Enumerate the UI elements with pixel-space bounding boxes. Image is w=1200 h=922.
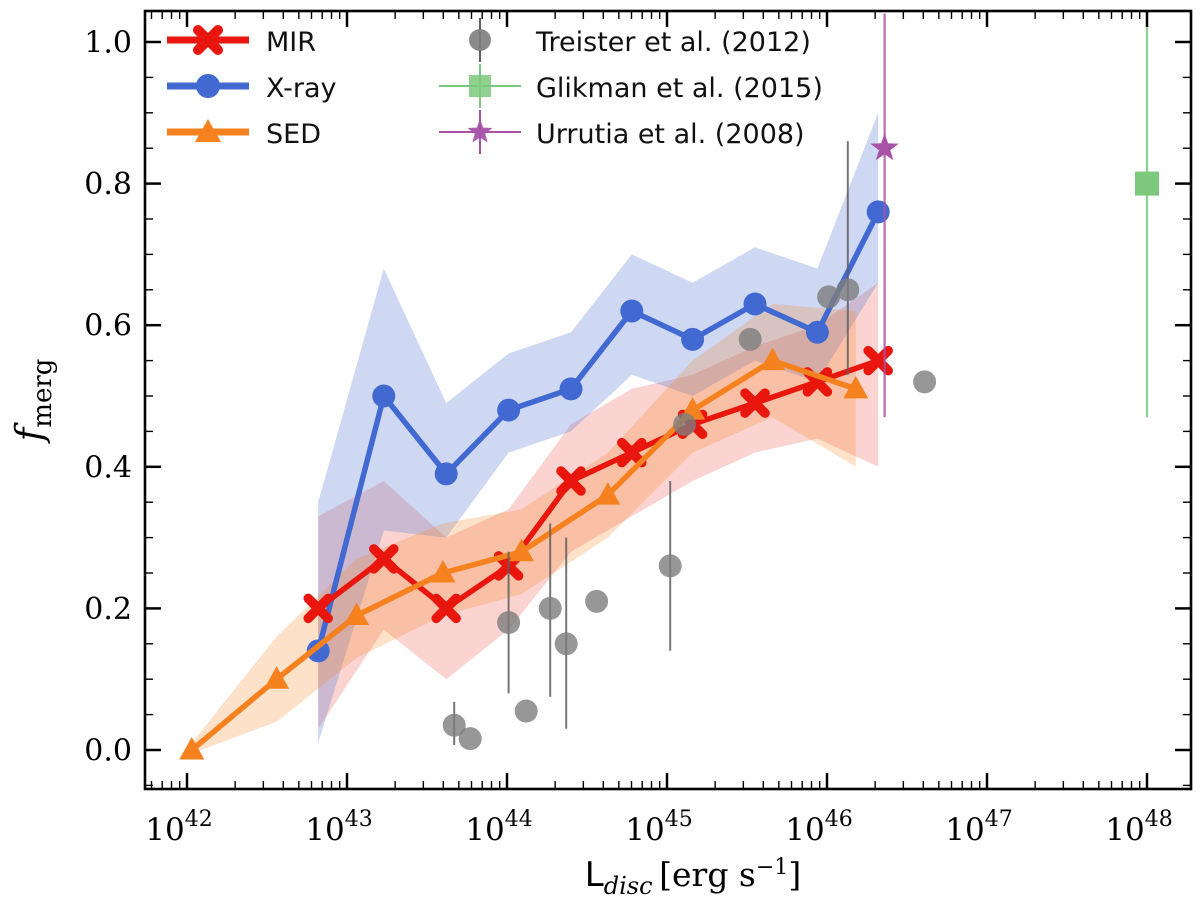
mir-legend-marker xyxy=(163,17,253,67)
xray-legend-label: X-ray xyxy=(266,72,337,104)
treister-point xyxy=(554,632,578,656)
treister-point xyxy=(497,611,521,635)
legend-marker-glyph xyxy=(439,64,521,108)
urrutia-legend-marker xyxy=(437,109,523,159)
data-point-triangle xyxy=(595,482,621,505)
data-point-x xyxy=(740,388,770,418)
data-point-triangle xyxy=(264,666,290,689)
data-point-triangle xyxy=(760,347,786,371)
urrutia-point-group xyxy=(870,13,899,418)
xray-legend-marker xyxy=(163,63,253,113)
x-tick-labels: 1042 1043 1044 1045 1046 1047 1048 xyxy=(145,807,1172,848)
treister-point xyxy=(585,589,609,613)
data-point-x xyxy=(556,466,586,496)
x-tick-label: 1048 xyxy=(1105,807,1172,848)
legend-item-mir: MIR xyxy=(163,19,337,65)
data-point-circle xyxy=(620,299,644,323)
urrutia-legend-label: Urrutia et al. (2008) xyxy=(536,118,805,150)
y-tick-label: 0.8 xyxy=(84,167,132,202)
treister-point xyxy=(673,412,697,436)
x-tick-label: 1043 xyxy=(305,807,372,848)
data-point-triangle xyxy=(430,560,456,583)
legend-column-2: Treister et al. (2012) Glikman et al. (2… xyxy=(437,17,823,159)
treister-legend-marker xyxy=(437,17,523,67)
data-point-x xyxy=(617,437,647,468)
y-tick-label: 0.6 xyxy=(84,309,132,344)
legend-marker-glyph xyxy=(167,25,249,55)
data-point-circle xyxy=(306,639,330,663)
treister-legend-label: Treister et al. (2012) xyxy=(536,26,811,58)
y-tick-label: 0.2 xyxy=(84,592,132,627)
x-tick-label: 1047 xyxy=(945,807,1012,848)
x-tick-label: 1046 xyxy=(785,807,852,848)
legend-marker-glyph xyxy=(439,110,521,154)
x-tick-label: 1044 xyxy=(465,807,532,848)
treister-point xyxy=(514,699,538,723)
sed-series xyxy=(179,347,869,760)
axis-ticks xyxy=(145,11,1191,789)
x-tick-label: 1045 xyxy=(625,807,692,848)
y-tick-label: 0.4 xyxy=(84,450,132,485)
legend-item-treister: Treister et al. (2012) xyxy=(437,17,823,67)
data-point-circle xyxy=(805,320,829,344)
y-tick-label: 1.0 xyxy=(84,26,132,61)
data-point-triangle xyxy=(843,375,869,399)
data-point-x xyxy=(303,593,333,624)
legend-item-xray: X-ray xyxy=(163,65,337,111)
glikman-legend-label: Glikman et al. (2015) xyxy=(536,72,823,104)
legend-item-sed: SED xyxy=(163,111,337,157)
legend-marker-glyph xyxy=(167,74,249,98)
data-point-circle xyxy=(681,327,705,351)
treister-points xyxy=(442,141,937,751)
data-point-circle xyxy=(434,462,458,486)
treister-point xyxy=(836,278,860,302)
data-point-circle xyxy=(372,384,396,408)
legend-marker-glyph xyxy=(469,18,491,62)
treister-point xyxy=(738,327,762,351)
treister-point xyxy=(913,370,937,394)
treister-point xyxy=(658,554,682,578)
x-ray-line xyxy=(315,209,881,654)
data-point-triangle xyxy=(179,737,205,760)
legend-column-1: MIR X-ray SED xyxy=(163,19,337,157)
glikman-legend-marker xyxy=(437,63,523,113)
data-point-x xyxy=(369,544,399,574)
data-point-circle xyxy=(559,377,583,401)
data-point-circle xyxy=(743,292,767,316)
y-tick-label: 0.0 xyxy=(84,734,132,769)
mir-legend-label: MIR xyxy=(266,26,317,58)
glikman-point-group xyxy=(1135,13,1159,418)
data-point-x xyxy=(431,593,461,624)
treister-point xyxy=(442,713,466,737)
data-point-star xyxy=(870,133,899,161)
treister-point xyxy=(538,596,562,620)
data-point-square xyxy=(1135,171,1159,196)
legend-item-urrutia: Urrutia et al. (2008) xyxy=(437,109,823,159)
data-point-circle xyxy=(866,200,890,224)
data-point-circle xyxy=(497,398,521,422)
y-tick-labels: 0.0 0.2 0.4 0.6 0.8 1.0 xyxy=(84,26,132,769)
x-axis-label: Ldisc [erg s−1] xyxy=(585,855,801,900)
data-point-triangle xyxy=(508,538,534,562)
x-ray-confidence-band xyxy=(318,112,879,743)
legend-item-glikman: Glikman et al. (2015) xyxy=(437,63,823,113)
legend-marker-glyph xyxy=(167,119,249,142)
y-axis-label: fmerg xyxy=(8,359,58,445)
data-point-triangle xyxy=(344,602,370,625)
sed-legend-marker xyxy=(163,109,253,159)
sed-legend-label: SED xyxy=(266,118,321,150)
treister-point xyxy=(458,727,482,751)
mir-line xyxy=(315,357,881,612)
x-tick-label: 1042 xyxy=(145,807,212,848)
treister-point xyxy=(817,285,841,309)
